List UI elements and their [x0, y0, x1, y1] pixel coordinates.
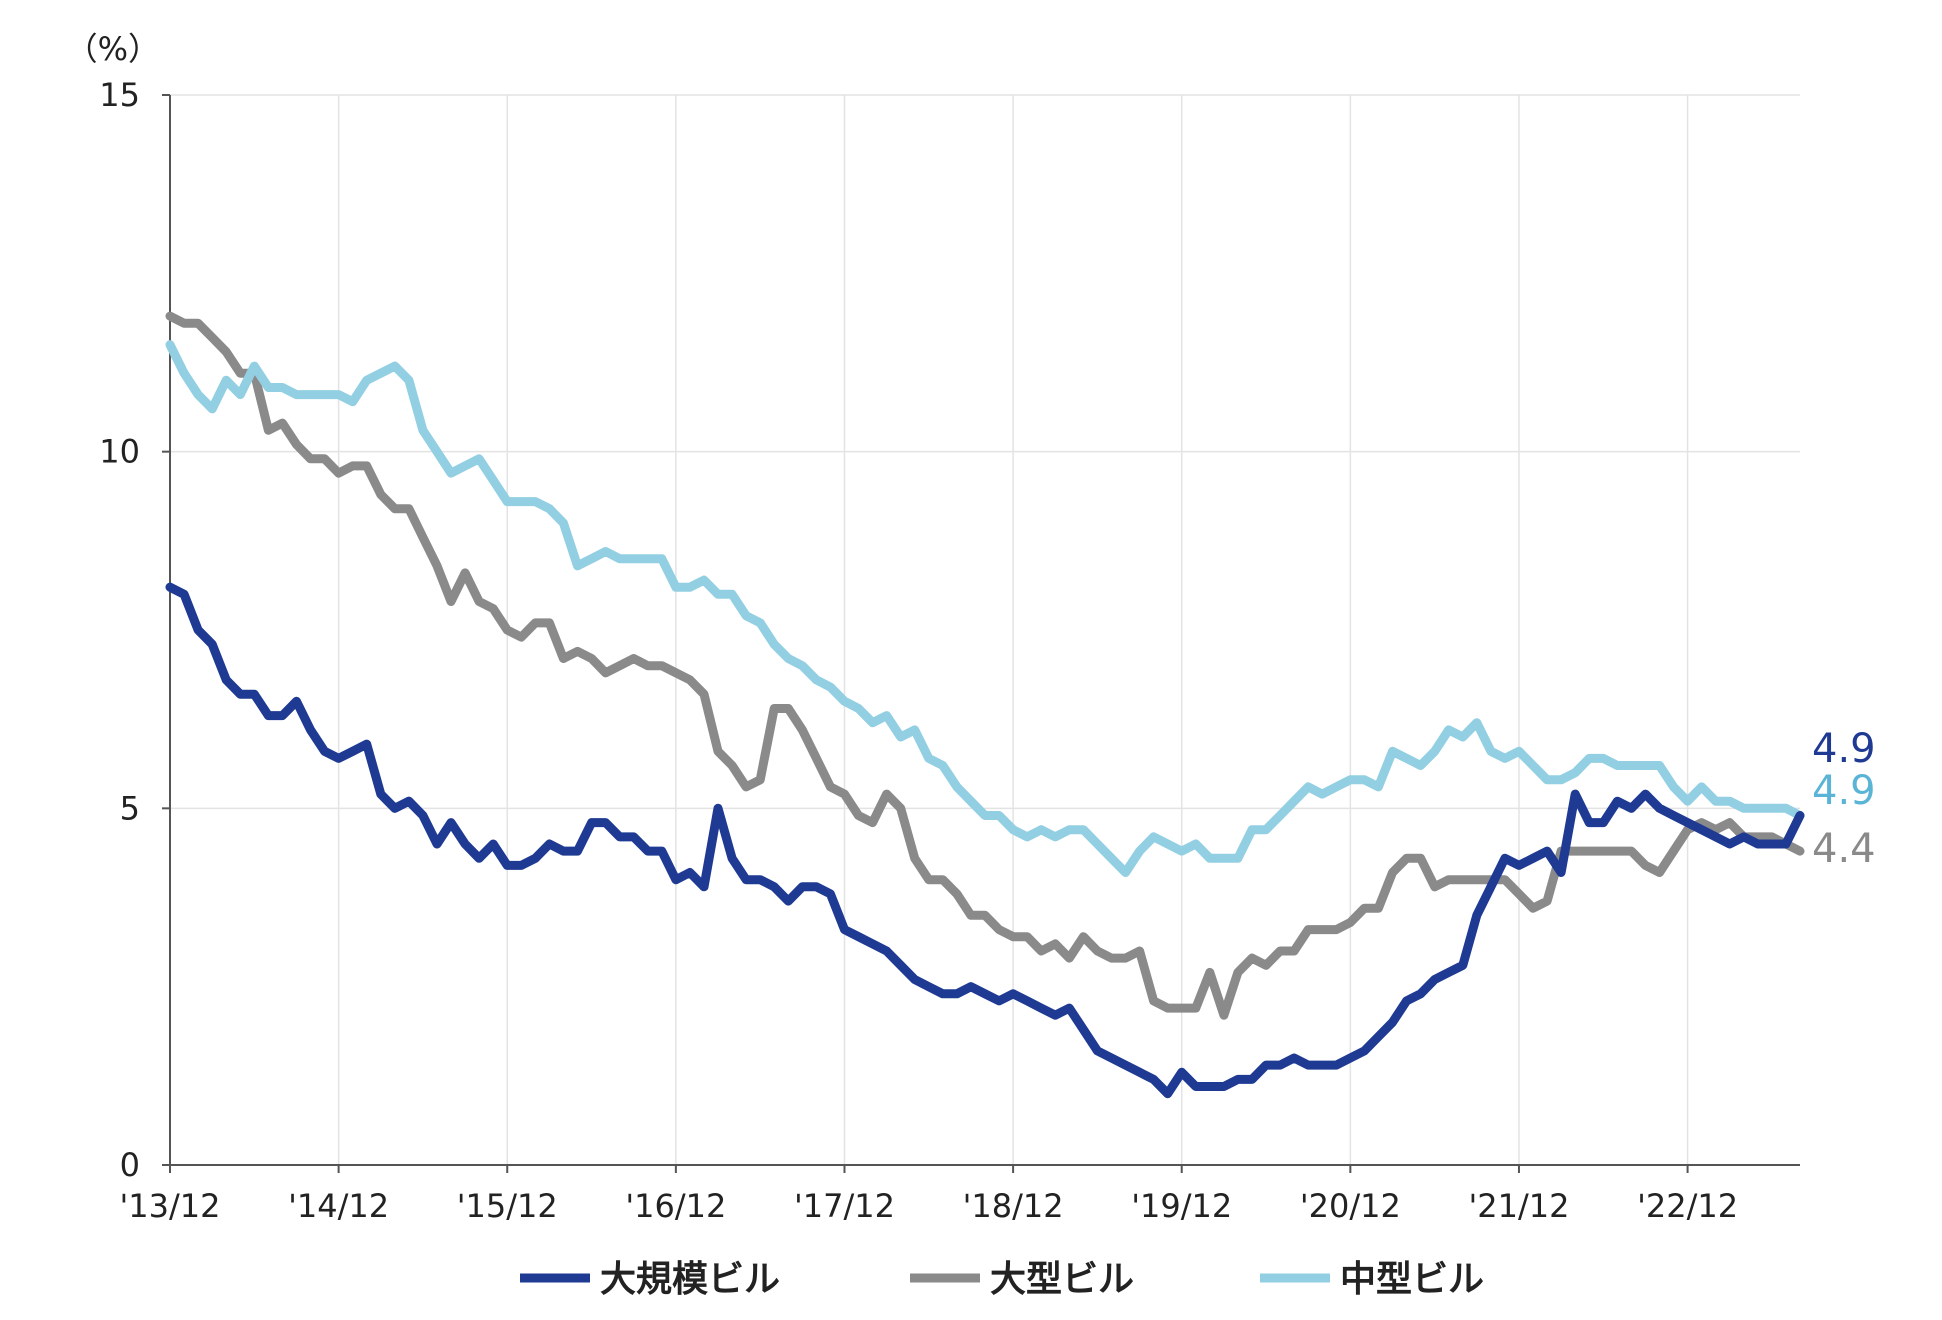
- series-line-0: [165, 582, 1805, 1099]
- x-tick-label: '16/12: [625, 1187, 726, 1225]
- series-lines: [165, 311, 1805, 1099]
- x-tick-label: '14/12: [288, 1187, 389, 1225]
- x-tick-label: '13/12: [119, 1187, 220, 1225]
- y-tick-label: 10: [99, 433, 140, 471]
- legend-label: 大型ビル: [990, 1259, 1134, 1300]
- series-end-label: 4.9: [1812, 768, 1876, 814]
- grid-lines: [170, 94, 1800, 1165]
- y-tick-label: 5: [120, 789, 140, 827]
- x-tick-label: '20/12: [1300, 1187, 1401, 1225]
- x-tick-label: '21/12: [1468, 1187, 1569, 1225]
- legend: 大規模ビル 大型ビル 中型ビル: [520, 1259, 1484, 1300]
- x-tick-label: '19/12: [1131, 1187, 1232, 1225]
- x-tick-label: '15/12: [457, 1187, 558, 1225]
- x-tick-label: '18/12: [963, 1187, 1064, 1225]
- series-line-2: [165, 340, 1805, 877]
- legend-label: 大規模ビル: [600, 1259, 780, 1300]
- x-tick-label: '22/12: [1637, 1187, 1738, 1225]
- series-line-1: [165, 311, 1805, 1020]
- x-tick-label: '17/12: [794, 1187, 895, 1225]
- series-end-label: 4.4: [1812, 826, 1876, 872]
- y-tick-label: 15: [99, 76, 140, 114]
- legend-label: 中型ビル: [1340, 1259, 1484, 1300]
- y-tick-label: 0: [120, 1146, 140, 1184]
- axes: 0 5 10 15 （%） '13/12 '14/12 '15/12 '16/12 '17/12 '…: [66, 30, 1800, 1225]
- y-unit-label: （%）: [66, 30, 160, 68]
- series-end-label: 4.9: [1812, 726, 1876, 772]
- end-labels: 4.9 4.4 4.9: [1812, 726, 1876, 872]
